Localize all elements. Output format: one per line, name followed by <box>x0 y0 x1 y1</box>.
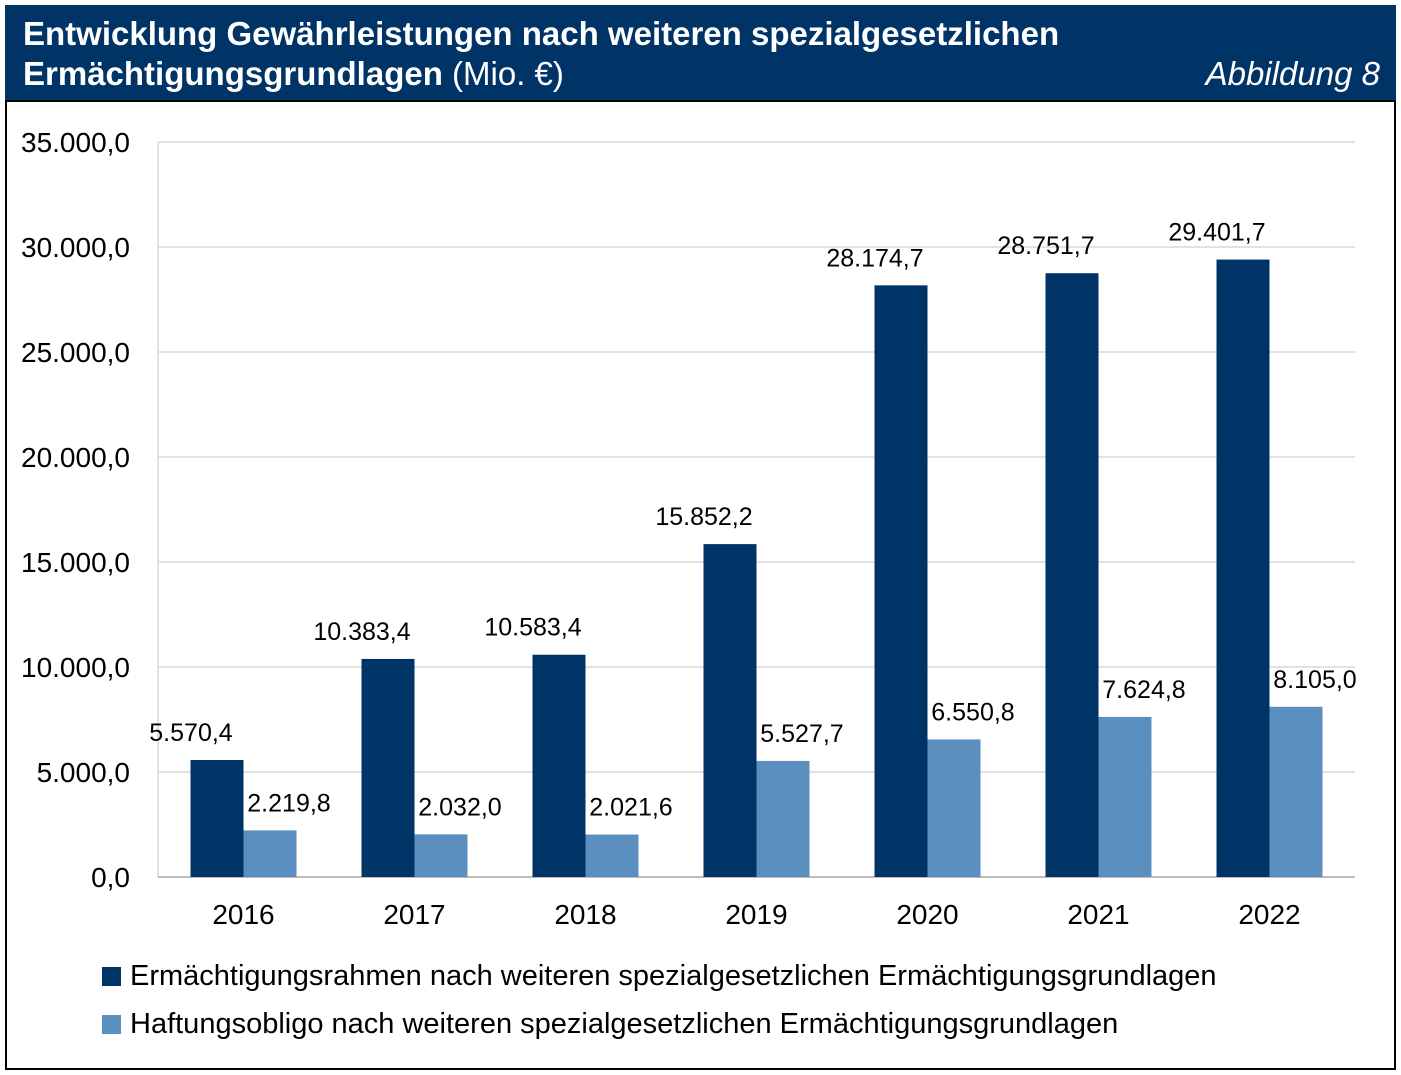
x-tick-label: 2018 <box>554 899 616 930</box>
data-label-series1: 15.852,2 <box>655 503 752 531</box>
data-label-series2: 2.032,0 <box>418 793 501 821</box>
chart-header: Entwicklung Gewährleistungen nach weiter… <box>5 5 1396 100</box>
chart-title-bold: Ermächtigungsgrundlagen <box>23 55 443 92</box>
bar-series1 <box>1216 259 1270 877</box>
bar-series2 <box>585 834 639 877</box>
data-label-series2: 2.219,8 <box>247 789 330 817</box>
y-tick-label: 15.000,0 <box>21 547 130 578</box>
bar-series2 <box>243 830 297 877</box>
y-tick-label: 0,0 <box>91 862 130 893</box>
legend-swatch-series1 <box>102 966 121 986</box>
data-label-series1: 28.751,7 <box>997 232 1094 260</box>
figure-label: Abbildung 8 <box>1205 55 1380 92</box>
data-label-series2: 5.527,7 <box>760 720 843 748</box>
data-label-series1: 28.174,7 <box>826 244 923 272</box>
x-tick-label: 2021 <box>1067 899 1129 930</box>
bar-series2 <box>756 760 810 877</box>
chart-title-line2: Ermächtigungsgrundlagen (Mio. €) <box>23 55 564 93</box>
x-tick-label: 2017 <box>383 899 445 930</box>
bar-series2 <box>1098 716 1152 877</box>
y-tick-label: 20.000,0 <box>21 442 130 473</box>
bar-series2 <box>414 834 468 877</box>
bar-series1 <box>1045 273 1099 877</box>
chart-title-unit: (Mio. €) <box>442 55 564 92</box>
legend-item-series2: Haftungsobligo nach weiteren spezialgese… <box>102 1000 1217 1048</box>
data-label-series1: 10.383,4 <box>313 618 410 646</box>
x-tick-label: 2020 <box>896 899 958 930</box>
legend-swatch-series2 <box>102 1014 121 1034</box>
legend-label-series1: Ermächtigungsrahmen nach weiteren spezia… <box>130 959 1217 992</box>
y-tick-label: 35.000,0 <box>21 127 130 158</box>
bar-series1 <box>874 285 928 877</box>
x-tick-label: 2019 <box>725 899 787 930</box>
x-tick-label: 2022 <box>1238 899 1300 930</box>
bar-series1 <box>532 654 586 877</box>
data-label-series1: 10.583,4 <box>484 614 581 642</box>
y-tick-label: 5.000,0 <box>37 757 130 788</box>
data-label-series2: 8.105,0 <box>1273 666 1356 694</box>
data-label-series2: 7.624,8 <box>1102 676 1185 704</box>
bar-series2 <box>927 739 981 877</box>
chart-frame <box>5 100 1396 1070</box>
chart-title-line1: Entwicklung Gewährleistungen nach weiter… <box>23 15 1060 52</box>
data-label-series1: 5.570,4 <box>149 719 233 747</box>
bar-series1 <box>361 658 415 877</box>
legend-label-series2: Haftungsobligo nach weiteren spezialgese… <box>130 1007 1119 1040</box>
data-label-series1: 29.401,7 <box>1168 219 1265 247</box>
chart-legend: Ermächtigungsrahmen nach weiteren spezia… <box>102 952 1217 1048</box>
y-tick-label: 10.000,0 <box>21 652 130 683</box>
legend-item-series1: Ermächtigungsrahmen nach weiteren spezia… <box>102 952 1217 1000</box>
x-tick-label: 2016 <box>212 899 274 930</box>
data-label-series2: 6.550,8 <box>931 698 1014 726</box>
bar-series2 <box>1269 706 1323 877</box>
data-label-series2: 2.021,6 <box>589 794 672 822</box>
bar-series1 <box>190 760 244 877</box>
bar-series1 <box>703 544 757 877</box>
y-tick-label: 30.000,0 <box>21 232 130 263</box>
y-tick-label: 25.000,0 <box>21 337 130 368</box>
